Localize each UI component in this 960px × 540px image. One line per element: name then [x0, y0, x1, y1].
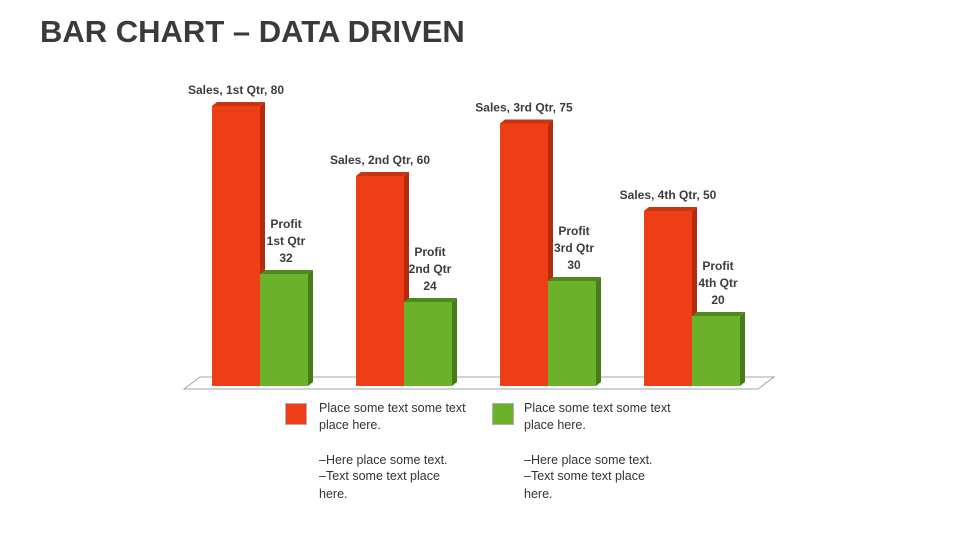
- bar-side-face: [452, 298, 457, 386]
- data-label-profit-2-line-3: 24: [423, 279, 437, 293]
- bar-sales-1: [212, 102, 265, 386]
- bar-sales-2: [356, 172, 409, 386]
- chart-bars-layer: [212, 102, 745, 386]
- chart-floor: [182, 376, 776, 390]
- data-label-profit-3-line-2: 3rd Qtr: [554, 241, 594, 255]
- bar-top-face: [644, 207, 697, 211]
- bar-top-face: [500, 119, 553, 124]
- bar-top-face: [356, 172, 409, 176]
- page-title: BAR CHART – DATA DRIVEN: [40, 14, 465, 49]
- bar-front-face: [548, 281, 596, 386]
- data-label-profit-4-line-3: 20: [711, 293, 725, 307]
- data-label-profit-1-line-1: Profit: [270, 217, 301, 231]
- bar-side-face: [740, 312, 745, 386]
- legend-swatch-sales: [285, 403, 307, 425]
- data-label-sales-2-line-1: Sales, 2nd Qtr, 60: [330, 153, 430, 167]
- legend-note-profit-1: –Here place some text.: [524, 453, 653, 467]
- legend-text-sales: Place some text some text place here.: [319, 401, 466, 432]
- bar-top-face: [548, 277, 601, 281]
- bar-sales-4: [644, 207, 697, 386]
- data-label-sales-3-line-1: Sales, 3rd Qtr, 75: [475, 101, 573, 115]
- bar-top-face: [212, 102, 265, 106]
- bar-profit-2: [404, 298, 457, 386]
- data-label-profit-2-line-1: Profit: [414, 245, 445, 259]
- chart-labels-layer: Sales, 1st Qtr, 80 Sales, 2nd Qtr, 60 Sale…: [188, 83, 738, 307]
- data-label-sales-4-line-1: Sales, 4th Qtr, 50: [620, 188, 717, 202]
- bar-front-face: [212, 106, 260, 386]
- legend-text-profit: Place some text some text place here.: [524, 401, 671, 432]
- data-label-profit-4-line-2: 4th Qtr: [698, 276, 738, 290]
- bar-front-face: [692, 316, 740, 386]
- bar-sales-3: [500, 119, 553, 386]
- data-label-profit-3-line-1: Profit: [558, 224, 589, 238]
- data-label-sales-1-line-1: Sales, 1st Qtr, 80: [188, 83, 284, 97]
- legend-note-sales-2: –Text some text place here.: [319, 469, 440, 501]
- bar-side-face: [308, 270, 313, 386]
- legend-swatch-profit: [492, 403, 514, 425]
- bar-top-face: [260, 270, 313, 274]
- legend-note-sales-1: –Here place some text.: [319, 453, 448, 467]
- bar-front-face: [500, 123, 548, 386]
- chart-floor-layer: [182, 376, 776, 390]
- data-label-profit-2-line-2: 2nd Qtr: [409, 262, 452, 276]
- data-label-profit-4-line-1: Profit: [702, 259, 733, 273]
- bar-top-face: [692, 312, 745, 316]
- bar-profit-3: [548, 277, 601, 386]
- bar-front-face: [260, 274, 308, 386]
- bar-front-face: [644, 211, 692, 386]
- data-label-profit-1-line-3: 32: [279, 251, 293, 265]
- bar-front-face: [356, 176, 404, 386]
- bar-top-face: [404, 298, 457, 302]
- bar-front-face: [404, 302, 452, 386]
- bar-profit-4: [692, 312, 745, 386]
- bar-profit-1: [260, 270, 313, 386]
- data-label-profit-3-line-3: 30: [567, 258, 581, 272]
- bar-side-face: [596, 277, 601, 386]
- legend-note-profit-2: –Text some text place here.: [524, 469, 645, 501]
- data-label-profit-1-line-2: 1st Qtr: [267, 234, 306, 248]
